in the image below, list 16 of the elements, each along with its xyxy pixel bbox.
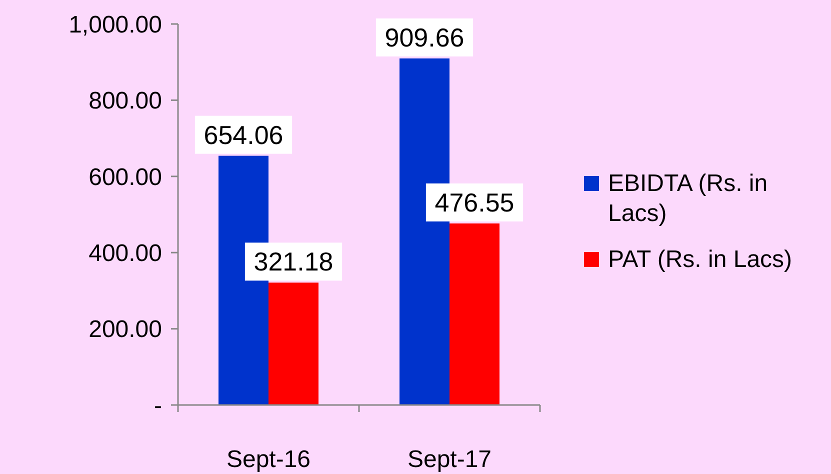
data-label: 476.55 [434,187,514,218]
data-label: 654.06 [204,120,284,150]
x-tick-label: Sept-16 [226,446,311,473]
bar [268,282,318,405]
data-label: 909.66 [384,22,464,52]
y-tick-label: 400.00 [88,240,162,267]
legend-label: EBIDTA (Rs. in Lacs) [608,170,768,227]
y-tick-label: 600.00 [88,164,162,191]
y-tick-label: 800.00 [88,88,162,115]
legend-label: PAT (Rs. in Lacs) [608,246,792,273]
data-label: 321.18 [254,246,334,277]
x-tick-label: Sept-17 [407,446,492,473]
bar [450,223,500,405]
y-tick-label: - [154,392,162,420]
y-tick-label: 200.00 [88,316,162,344]
y-tick-label: 1,000.00 [68,11,162,38]
